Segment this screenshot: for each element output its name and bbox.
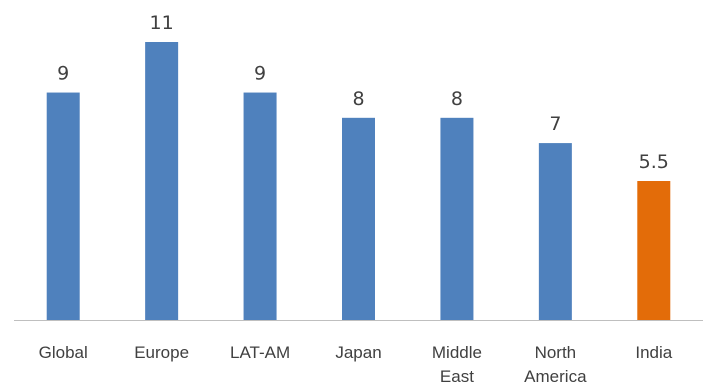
bar-2	[243, 92, 277, 320]
bar-6	[637, 181, 671, 320]
category-label-6: India	[635, 343, 672, 362]
bar-5	[538, 143, 572, 320]
value-label-3: 8	[352, 88, 364, 110]
value-label-5: 7	[549, 113, 561, 135]
category-label-4: Middle East	[432, 343, 482, 386]
category-label-1: Europe	[134, 343, 189, 362]
value-label-2: 9	[254, 63, 266, 85]
category-label-line: North	[535, 343, 577, 362]
category-label-5: North America	[524, 343, 587, 386]
bar-0	[46, 92, 80, 320]
category-label-line: East	[440, 367, 474, 386]
category-label-line: Japan	[335, 343, 381, 362]
bar-4	[440, 117, 474, 320]
bars-group	[46, 42, 671, 320]
category-label-line: Middle	[432, 343, 482, 362]
category-label-line: LAT-AM	[230, 343, 290, 362]
value-label-1: 11	[150, 12, 174, 34]
category-label-line: Europe	[134, 343, 189, 362]
category-label-0: Global	[39, 343, 88, 362]
category-label-line: India	[635, 343, 672, 362]
value-labels-group: 9 11 9 8 8 7 5.5	[57, 12, 669, 173]
value-label-4: 8	[451, 88, 463, 110]
value-label-0: 9	[57, 63, 69, 85]
category-labels-group: Global Europe LAT-AM Japan Middle East North Am…	[39, 343, 673, 386]
category-label-2: LAT-AM	[230, 343, 290, 362]
bar-1	[145, 42, 179, 320]
value-label-6: 5.5	[639, 151, 669, 173]
category-label-3: Japan	[335, 343, 381, 362]
category-label-line: Global	[39, 343, 88, 362]
category-label-line: America	[524, 367, 587, 386]
bar-3	[342, 117, 375, 320]
